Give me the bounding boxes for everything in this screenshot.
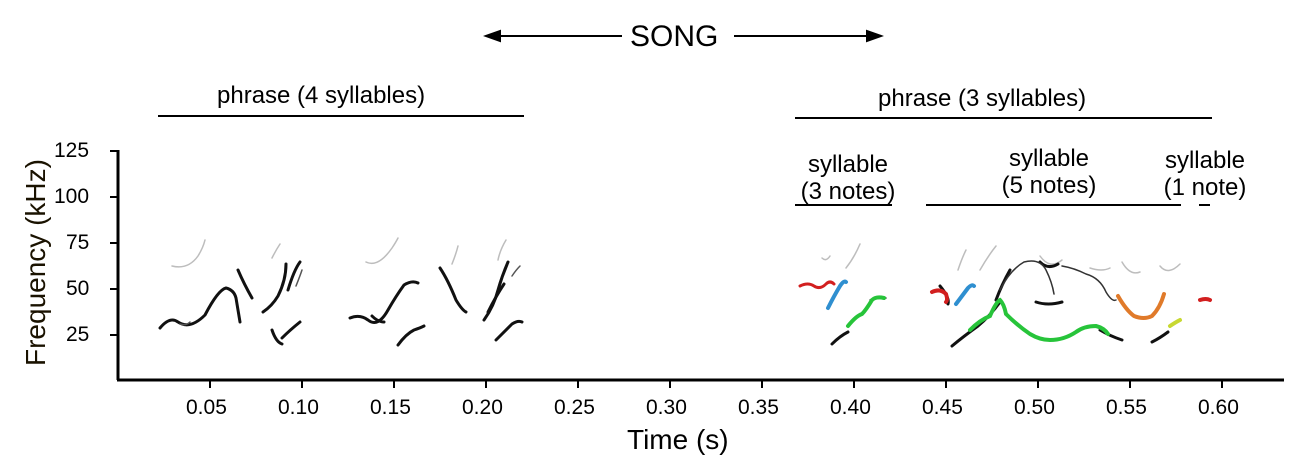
syllable-label-1-line1: syllable — [807, 151, 889, 178]
y-tick-25: 25 — [66, 323, 90, 346]
syllable-label-2: syllable (5 notes) — [986, 145, 1112, 200]
syllable-bar-1 — [795, 204, 892, 206]
x-tick-0.25: 0.25 — [554, 396, 595, 419]
phrase-label-2: phrase (3 syllables) — [878, 85, 1087, 112]
song-title: SONG — [630, 20, 719, 53]
x-tick-0.15: 0.15 — [370, 396, 411, 419]
phrase-bar-1 — [158, 115, 524, 117]
phrase-1-spectrogram — [158, 237, 524, 347]
syllable-label-2-line2: (5 notes) — [1001, 171, 1097, 199]
note-green-2 — [968, 297, 1110, 343]
note-red-2 — [930, 288, 949, 304]
x-tick-0.50: 0.50 — [1014, 396, 1055, 419]
x-tick-0.60: 0.60 — [1198, 396, 1239, 419]
colored-notes — [798, 279, 1212, 343]
note-yellow — [1168, 318, 1182, 328]
syllable-label-1: syllable (3 notes) — [790, 151, 906, 206]
song-arrow — [483, 29, 884, 43]
y-tick-100: 100 — [54, 185, 90, 208]
y-tick-50: 50 — [66, 277, 90, 300]
y-tick-marks — [110, 150, 118, 336]
syllable-label-1-line2: (3 notes) — [800, 177, 896, 205]
note-green-1 — [846, 295, 886, 328]
syllable-bar-3 — [1199, 204, 1210, 206]
note-red-1 — [798, 280, 836, 290]
x-tick-0.45: 0.45 — [922, 396, 963, 419]
plot-axes — [116, 150, 1284, 382]
x-tick-0.40: 0.40 — [830, 396, 871, 419]
phrase-label-1: phrase (4 syllables) — [217, 82, 426, 109]
note-blue-2 — [954, 283, 976, 306]
x-tick-0.10: 0.10 — [278, 396, 319, 419]
note-orange — [1116, 292, 1166, 320]
phrase-2-spectrogram — [821, 243, 1181, 348]
x-tick-0.55: 0.55 — [1106, 396, 1147, 419]
x-axis-label: Time (s) — [627, 424, 729, 455]
x-tick-0.35: 0.35 — [738, 396, 779, 419]
y-tick-75: 75 — [66, 231, 90, 254]
syllable-bar-2 — [926, 204, 1181, 206]
syllable-label-3: syllable (1 note) — [1152, 147, 1258, 202]
syllable-label-3-line2: (1 note) — [1163, 173, 1247, 201]
y-axis-label: Frequency (kHz) — [20, 159, 51, 366]
note-blue-1 — [826, 279, 848, 310]
syllable-label-3-line1: syllable — [1164, 147, 1246, 174]
y-tick-125: 125 — [54, 139, 90, 162]
x-tick-marks — [209, 380, 1223, 388]
phrase-bar-2 — [795, 117, 1212, 119]
syllable-label-2-line1: syllable — [1008, 145, 1090, 172]
x-tick-0.20: 0.20 — [462, 396, 503, 419]
x-tick-0.30: 0.30 — [646, 396, 687, 419]
x-tick-0.05: 0.05 — [186, 396, 227, 419]
note-red-3 — [1198, 297, 1212, 302]
